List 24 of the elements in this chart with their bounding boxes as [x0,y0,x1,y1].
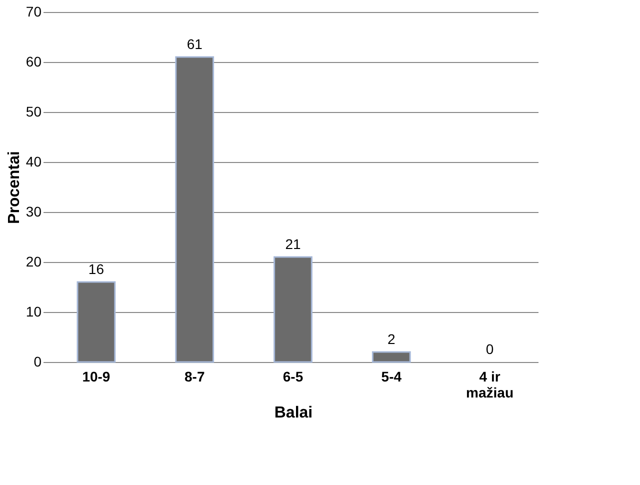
data-label: 16 [88,261,104,277]
y-tick-label: 0 [34,354,42,370]
y-tick-label: 70 [26,4,42,20]
x-tick-label: 6-5 [282,368,304,384]
x-tick-label: 10-9 [82,368,110,384]
x-tick-label: 8-7 [184,368,205,384]
x-tick-label: 5-4 [381,368,402,384]
x-axis-title: Balai [274,404,313,422]
data-label: 2 [387,331,396,347]
y-tick-label: 40 [26,154,42,170]
y-axis-title: Procentai [6,151,23,224]
y-tick-label: 50 [26,104,42,120]
bar [372,351,411,363]
y-tick-label: 10 [26,304,42,320]
data-label: 21 [285,236,301,252]
data-label: 61 [186,36,203,52]
y-tick-label: 30 [26,204,42,220]
y-tick-label: 60 [26,54,42,70]
x-tick-label: 4 ir mažiau [466,368,514,400]
data-label: 0 [486,341,494,357]
y-tick-label: 20 [26,254,42,270]
bar [274,256,312,363]
bar [175,56,214,363]
bar [76,281,116,363]
